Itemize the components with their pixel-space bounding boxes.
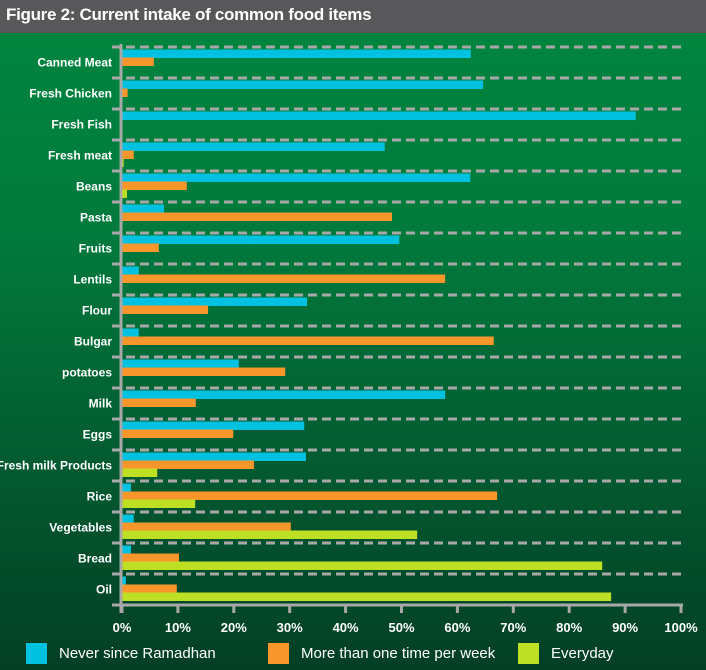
bar-never xyxy=(122,235,400,244)
legend-label-never: Never since Ramadhan xyxy=(59,645,216,662)
legend-item-everyday: Everyday xyxy=(518,643,614,664)
bar-everyday xyxy=(122,530,418,539)
x-tick-label: 40% xyxy=(333,620,359,635)
x-axis: 0% 10% 20% 30% 40% 50% 60% 70% 80% 90% 100% xyxy=(112,44,698,635)
bar-weekly xyxy=(122,367,286,376)
legend-swatch-everyday xyxy=(518,643,539,664)
category-label: Pasta xyxy=(80,211,112,225)
bar-never xyxy=(122,390,446,399)
bar-never xyxy=(122,266,139,275)
category-label: Fresh Fish xyxy=(51,118,112,132)
bar-never xyxy=(122,359,239,368)
x-tick-label: 70% xyxy=(500,620,526,635)
bar-never xyxy=(122,204,164,213)
title-bar: Figure 2: Current intake of common food … xyxy=(0,0,706,33)
category-label: Vegetables xyxy=(49,521,112,535)
bar-never xyxy=(122,49,471,58)
bars xyxy=(122,49,636,601)
bar-weekly xyxy=(122,57,154,66)
bar-never xyxy=(122,80,484,89)
bar-weekly xyxy=(122,553,180,562)
x-tick-label: 80% xyxy=(556,620,582,635)
bar-everyday xyxy=(122,468,158,477)
bar-never xyxy=(122,545,131,554)
category-label: Fresh meat xyxy=(48,149,112,163)
category-label: Fresh milk Products xyxy=(0,459,112,473)
category-label: Canned Meat xyxy=(37,56,112,70)
chart-title: Figure 2: Current intake of common food … xyxy=(6,5,372,24)
bar-weekly xyxy=(122,274,446,283)
legend-label-weekly: More than one time per week xyxy=(301,645,496,662)
bar-everyday xyxy=(122,189,128,198)
bar-weekly xyxy=(122,243,159,252)
bar-never xyxy=(122,328,139,337)
legend-label-everyday: Everyday xyxy=(551,645,614,662)
bar-weekly xyxy=(122,491,498,500)
category-label: Fresh Chicken xyxy=(29,87,112,101)
bar-weekly xyxy=(122,460,254,469)
x-tick-label: 20% xyxy=(221,620,247,635)
legend: Never since Ramadhan More than one time … xyxy=(0,640,706,670)
x-tick-label: 90% xyxy=(612,620,638,635)
category-label: Beans xyxy=(76,180,112,194)
category-label: Milk xyxy=(89,397,113,411)
bar-weekly xyxy=(122,150,134,159)
bar-weekly xyxy=(122,584,177,593)
gridlines xyxy=(112,45,683,576)
legend-item-never: Never since Ramadhan xyxy=(26,643,216,664)
bar-never xyxy=(122,452,306,461)
x-tick-label: 50% xyxy=(388,620,414,635)
bar-never xyxy=(122,421,305,430)
bar-weekly xyxy=(122,398,196,407)
bar-weekly xyxy=(122,212,392,221)
bar-never xyxy=(122,297,308,306)
bar-weekly xyxy=(122,305,209,314)
bar-never xyxy=(122,173,471,182)
category-label: Oil xyxy=(96,583,112,597)
x-tick-label: 100% xyxy=(664,620,698,635)
bar-weekly xyxy=(122,429,234,438)
legend-item-weekly: More than one time per week xyxy=(268,643,495,664)
category-label: Eggs xyxy=(83,428,113,442)
legend-swatch-weekly xyxy=(268,643,289,664)
category-labels: Canned Meat Fresh Chicken Fresh Fish Fresh … xyxy=(0,56,112,597)
category-label: Lentils xyxy=(73,273,112,287)
bar-never xyxy=(122,576,126,585)
bar-everyday xyxy=(122,561,603,570)
bar-never xyxy=(122,483,131,492)
bar-everyday xyxy=(122,158,124,167)
category-label: Fruits xyxy=(79,242,113,256)
category-label: Rice xyxy=(87,490,113,504)
x-tick-label: 10% xyxy=(165,620,191,635)
bar-never xyxy=(122,142,385,151)
bar-everyday xyxy=(122,499,196,508)
x-tick-label: 0% xyxy=(113,620,132,635)
category-label: potatoes xyxy=(62,366,112,380)
bar-never xyxy=(122,111,636,120)
bar-weekly xyxy=(122,88,128,97)
bar-never xyxy=(122,514,134,523)
bar-weekly xyxy=(122,181,187,190)
x-tick-label: 60% xyxy=(444,620,470,635)
category-label: Flour xyxy=(82,304,112,318)
bar-everyday xyxy=(122,592,612,601)
legend-swatch-never xyxy=(26,643,47,664)
x-tick-label: 30% xyxy=(277,620,303,635)
category-label: Bulgar xyxy=(74,335,112,349)
bar-weekly xyxy=(122,522,291,531)
category-label: Bread xyxy=(78,552,112,566)
bar-weekly xyxy=(122,336,494,345)
